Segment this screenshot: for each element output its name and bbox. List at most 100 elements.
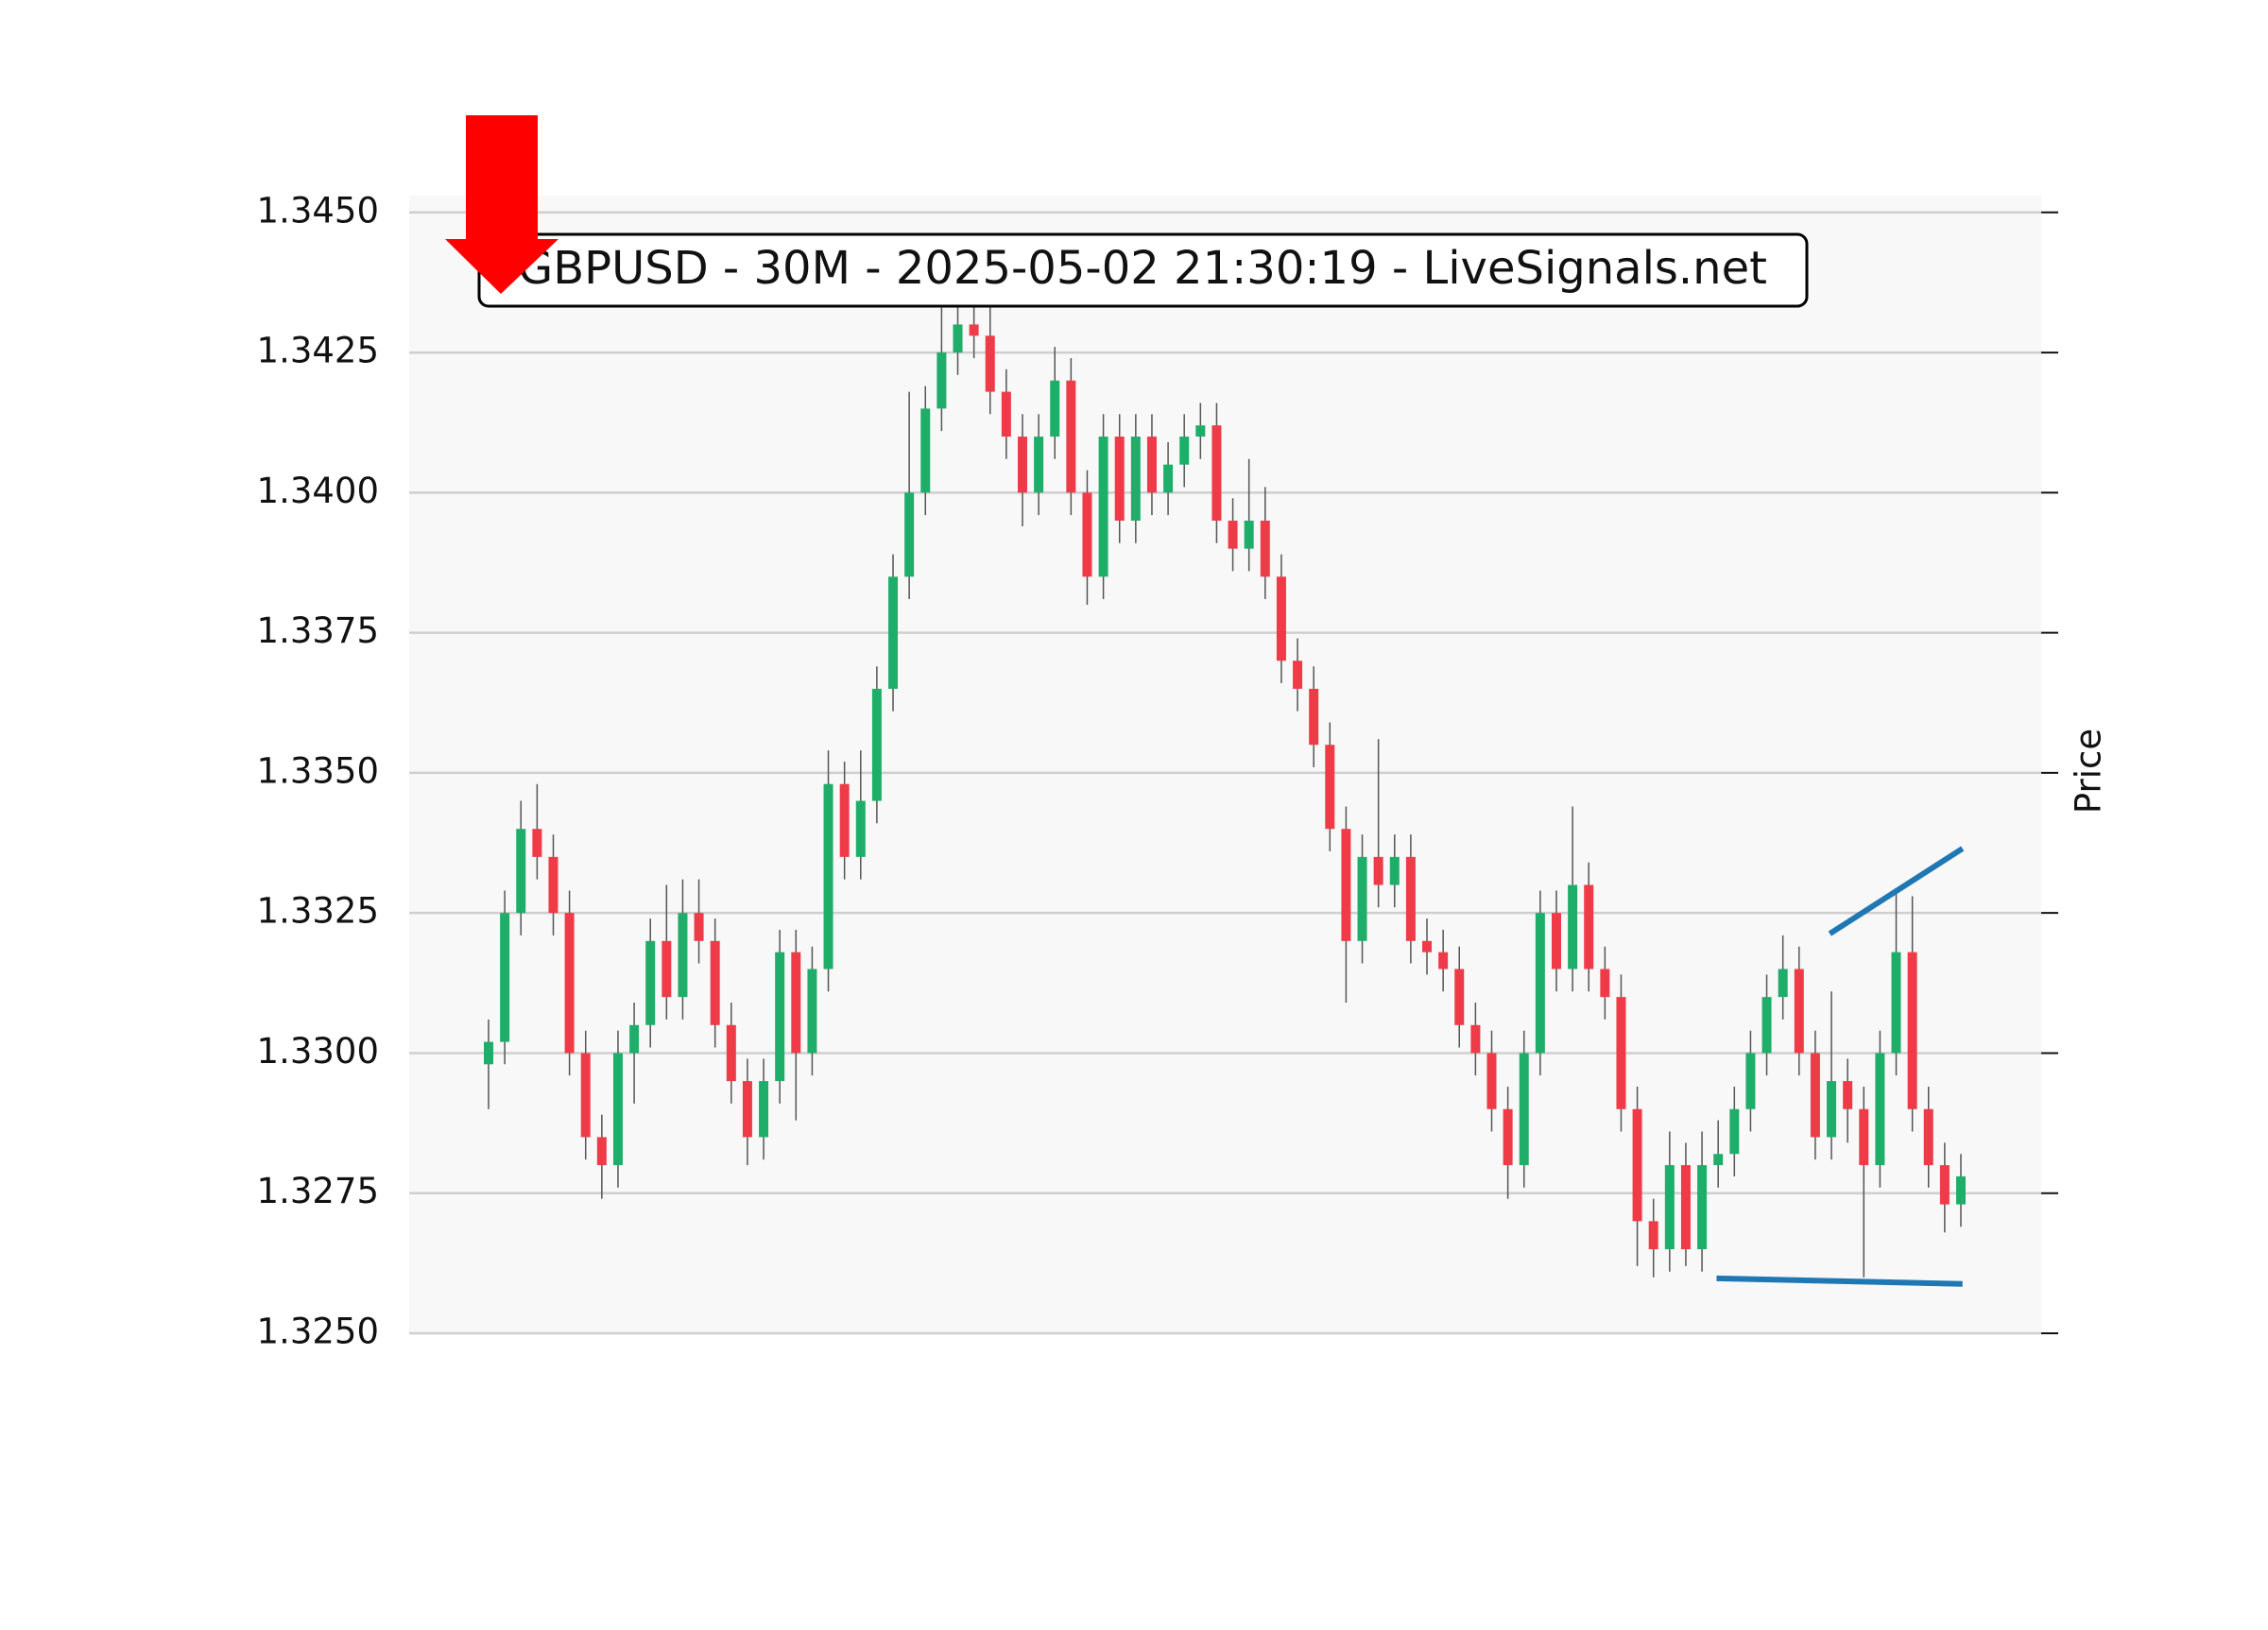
candle-body (1568, 884, 1578, 969)
candle-body (678, 913, 688, 998)
candle-body (920, 408, 931, 493)
candle-body (1034, 437, 1044, 493)
candle-body (662, 940, 672, 998)
trend-line (1828, 846, 1965, 936)
candle-body (936, 352, 947, 409)
candle-body (1293, 661, 1303, 689)
candle-body (1017, 437, 1027, 493)
candle-body (1454, 969, 1465, 1025)
candle-body (791, 952, 801, 1054)
candle-body (484, 1041, 493, 1065)
candle-body (1519, 1053, 1529, 1166)
candle-body (742, 1081, 752, 1138)
candle-body (969, 324, 979, 336)
y-tick-label: 1.3250 (257, 1312, 379, 1352)
candle-body (1600, 969, 1610, 998)
candle-body (1309, 688, 1319, 746)
arrow-shaft (466, 115, 538, 240)
y-tick-label: 1.3350 (257, 750, 379, 791)
candle-body (759, 1081, 769, 1138)
candle-body (1438, 952, 1449, 969)
plot-area (409, 196, 2041, 1333)
y-tick-label: 1.3400 (257, 471, 379, 511)
candle-body (1179, 437, 1190, 465)
candle-body (710, 940, 720, 1025)
y-tick-label: 1.3375 (257, 610, 379, 651)
candle-body (1729, 1108, 1740, 1155)
candle-body (1050, 380, 1060, 438)
y-axis-label: Price (2069, 729, 2109, 814)
candle-body (564, 913, 575, 1054)
candle-body (1276, 576, 1286, 661)
candle-body (775, 952, 785, 1082)
candle-body (1632, 1108, 1642, 1222)
candle-body (1939, 1165, 1950, 1205)
candle-body (1761, 997, 1772, 1054)
candle-body (855, 800, 866, 857)
candle-body (1810, 1053, 1820, 1138)
candle-body (516, 829, 526, 914)
trend-line (1716, 1275, 1963, 1287)
candle-body (612, 1053, 623, 1166)
candle-body (1001, 391, 1011, 438)
candle-body (1584, 884, 1594, 969)
candle-body (1648, 1221, 1658, 1250)
candle-body (1389, 856, 1400, 885)
candle-body (1325, 745, 1335, 830)
candle-body (694, 913, 704, 941)
candle-body (1503, 1108, 1513, 1166)
candle-body (1843, 1081, 1853, 1109)
candle-body (1357, 856, 1367, 941)
candle-body (532, 829, 542, 857)
candle-body (1713, 1154, 1724, 1166)
candle-body (629, 1024, 640, 1054)
candle-body (1373, 856, 1383, 885)
candle-body (1066, 380, 1076, 493)
candle-body (1891, 952, 1901, 1054)
candle-body (1923, 1108, 1933, 1166)
candle-body (1875, 1053, 1885, 1166)
candle-body (1114, 437, 1125, 521)
candle-body (548, 856, 558, 914)
candle-body (807, 969, 817, 1054)
candle-body (1535, 913, 1545, 1054)
candle-body (1794, 969, 1804, 1054)
candle-body (1244, 521, 1254, 549)
candle-body (1341, 829, 1351, 941)
y-tick-label: 1.3425 (257, 331, 379, 371)
candle-body (580, 1053, 591, 1138)
candle-body (726, 1024, 736, 1082)
y-tick-label: 1.3450 (257, 190, 379, 231)
y-tick-label: 1.3325 (257, 891, 379, 932)
candle-body (1680, 1165, 1691, 1250)
candle-body (596, 1137, 607, 1166)
arrow-head (445, 239, 558, 294)
signal-arrow (445, 115, 558, 294)
candle-body (1146, 437, 1157, 493)
candle-body (500, 913, 510, 1042)
candle-body (1616, 997, 1626, 1109)
candle-body (839, 783, 850, 857)
candle-body (1211, 425, 1222, 521)
candle-body (1422, 940, 1433, 952)
candle-body (1697, 1165, 1708, 1250)
candle-body (1082, 492, 1092, 577)
candle-body (871, 688, 882, 801)
candle-body (1195, 425, 1206, 438)
chart-title: GBPUSD - 30M - 2025-05-02 21:30:19 - Liv… (518, 242, 1767, 295)
candle-body (645, 940, 656, 1025)
candle-body (1486, 1053, 1497, 1109)
y-tick-label: 1.3275 (257, 1171, 379, 1211)
candle-body (1551, 913, 1561, 969)
candle-body (985, 335, 995, 392)
candle-body (1228, 521, 1238, 549)
candle-body (1859, 1108, 1869, 1166)
candle-body (1260, 521, 1270, 577)
candle-body (1907, 952, 1917, 1109)
candle-body (888, 576, 899, 689)
y-tick-label: 1.3300 (257, 1031, 379, 1072)
candle-body (904, 492, 915, 577)
candle-body (1827, 1081, 1837, 1138)
candle-body (1405, 856, 1416, 941)
